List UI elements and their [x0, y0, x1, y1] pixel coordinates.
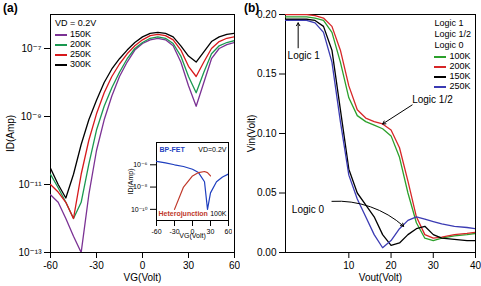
svg-text:Logic 1/2: Logic 1/2 [412, 94, 453, 105]
svg-text:0: 0 [140, 260, 146, 271]
svg-text:0.05: 0.05 [257, 187, 277, 198]
svg-text:VG(Volt): VG(Volt) [179, 232, 205, 240]
svg-text:VD=0.2V: VD=0.2V [198, 146, 227, 153]
svg-text:0.15: 0.15 [257, 68, 277, 79]
svg-text:10⁻⁷: 10⁻⁷ [21, 43, 41, 54]
html-text:Logic 1/2: Logic 1/2 [434, 29, 471, 39]
html-text:250K: 250K [70, 49, 91, 59]
html-text:200K: 200K [70, 39, 91, 49]
svg-text:30: 30 [207, 228, 215, 235]
svg-text:ID(Amp): ID(Amp) [5, 115, 16, 152]
svg-text:30: 30 [428, 260, 440, 271]
svg-text:-30: -30 [169, 228, 179, 235]
svg-text:60: 60 [229, 260, 240, 271]
svg-text:10⁻⁸: 10⁻⁸ [133, 183, 147, 190]
svg-text:0.10: 0.10 [257, 128, 277, 139]
html-text:150K: 150K [70, 29, 91, 39]
svg-text:20: 20 [385, 260, 397, 271]
svg-text:0.20: 0.20 [257, 9, 277, 20]
html-text:150K: 150K [449, 71, 471, 81]
svg-text:0.00: 0.00 [257, 247, 277, 258]
svg-text:Logic 1: Logic 1 [288, 50, 321, 61]
svg-text:-60: -60 [151, 228, 161, 235]
html-text:VD = 0.2V: VD = 0.2V [55, 18, 97, 28]
svg-text:40: 40 [470, 260, 481, 271]
svg-text:10⁻¹⁰: 10⁻¹⁰ [131, 206, 148, 213]
svg-text:VG(Volt): VG(Volt) [124, 272, 162, 283]
svg-text:100K: 100K [210, 210, 227, 217]
html-text:(a): (a) [3, 1, 18, 15]
svg-text:BP-FET: BP-FET [160, 146, 186, 153]
svg-text:10⁻⁶: 10⁻⁶ [133, 161, 147, 168]
svg-text:Heterojunction: Heterojunction [159, 210, 208, 218]
html-text:(b): (b) [244, 1, 260, 15]
svg-text:10⁻⁹: 10⁻⁹ [21, 111, 42, 122]
svg-text:10: 10 [343, 260, 355, 271]
svg-text:Vout(Volt): Vout(Volt) [359, 272, 402, 283]
svg-text:ID(Amp): ID(Amp) [127, 168, 135, 194]
html-text:250K: 250K [449, 81, 471, 91]
svg-text:60: 60 [225, 228, 232, 235]
svg-text:-30: -30 [89, 260, 104, 271]
svg-text:10⁻¹¹: 10⁻¹¹ [18, 179, 42, 190]
html-text:300K: 300K [70, 59, 91, 69]
html-text:Logic 0: Logic 0 [434, 40, 464, 50]
html-text:100K: 100K [449, 51, 471, 61]
svg-text:Logic 0: Logic 0 [292, 204, 325, 215]
html-text:Logic 1: Logic 1 [434, 18, 464, 28]
svg-text:30: 30 [183, 260, 195, 271]
svg-text:Vin(Volt): Vin(Volt) [246, 115, 257, 153]
html-text:200K: 200K [449, 61, 471, 71]
svg-text:-60: -60 [43, 260, 58, 271]
svg-text:10⁻¹³: 10⁻¹³ [18, 247, 42, 258]
